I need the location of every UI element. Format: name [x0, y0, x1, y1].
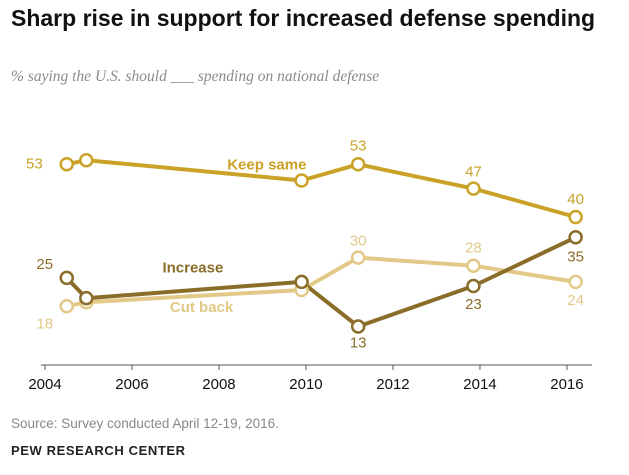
x-tick-label-2012: 2012 — [376, 376, 409, 393]
series-line-increase — [64, 235, 578, 329]
point-increase-2 — [294, 274, 309, 290]
point-keep-same-1 — [79, 152, 94, 168]
line-chart: 2004 2006 2008 2010 2012 2014 2016 18 30 28 24 Cut … — [26, 137, 592, 393]
data-label-cut-back-4: 28 — [465, 240, 482, 257]
data-label-cut-back-0: 18 — [36, 315, 53, 332]
credit-label: PEW RESEARCH CENTER — [11, 443, 186, 458]
series-label-increase: Increase — [162, 260, 223, 277]
x-tick-label-2016: 2016 — [550, 376, 583, 393]
point-keep-same-5 — [568, 209, 583, 225]
point-keep-same-3 — [350, 157, 366, 172]
x-tick-label-2010: 2010 — [289, 376, 322, 393]
data-label-cut-back-3: 30 — [350, 233, 367, 250]
series-label-cut-back: Cut back — [170, 299, 234, 316]
data-label-increase-5: 35 — [567, 248, 584, 265]
data-label-increase-4: 23 — [465, 296, 482, 313]
data-label-keep-same-3: 53 — [350, 137, 367, 154]
x-tick-label-2006: 2006 — [115, 376, 148, 393]
data-label-increase-0: 25 — [36, 256, 53, 273]
data-label-keep-same-5: 40 — [567, 191, 584, 208]
x-tick-label-2004: 2004 — [28, 376, 61, 393]
source-note: Source: Survey conducted April 12-19, 20… — [11, 416, 279, 431]
data-label-cut-back-5: 24 — [567, 292, 584, 309]
data-label-keep-same-4: 47 — [465, 164, 482, 181]
chart-subtitle: % saying the U.S. should ___ spending on… — [11, 68, 380, 85]
point-keep-same-0 — [59, 157, 74, 172]
x-tick-label-2008: 2008 — [202, 376, 235, 393]
point-cut-back-3 — [350, 250, 366, 265]
point-keep-same-2 — [294, 173, 309, 188]
point-cut-back-5 — [568, 274, 583, 290]
data-label-keep-same-0: 53 — [26, 155, 43, 172]
point-increase-0 — [59, 270, 74, 286]
chart-title: Sharp rise in support for increased defe… — [11, 5, 596, 31]
point-increase-5 — [568, 230, 583, 245]
point-increase-3 — [350, 319, 366, 334]
series-line-keep-same — [64, 158, 578, 219]
point-increase-4 — [466, 278, 481, 294]
point-cut-back-0 — [59, 299, 74, 314]
series-label-keep-same: Keep same — [227, 157, 306, 174]
data-label-increase-3: 13 — [350, 335, 367, 352]
point-increase-1 — [79, 290, 94, 306]
point-cut-back-4 — [466, 258, 481, 273]
point-keep-same-4 — [466, 181, 481, 196]
x-tick-label-2014: 2014 — [463, 376, 496, 393]
